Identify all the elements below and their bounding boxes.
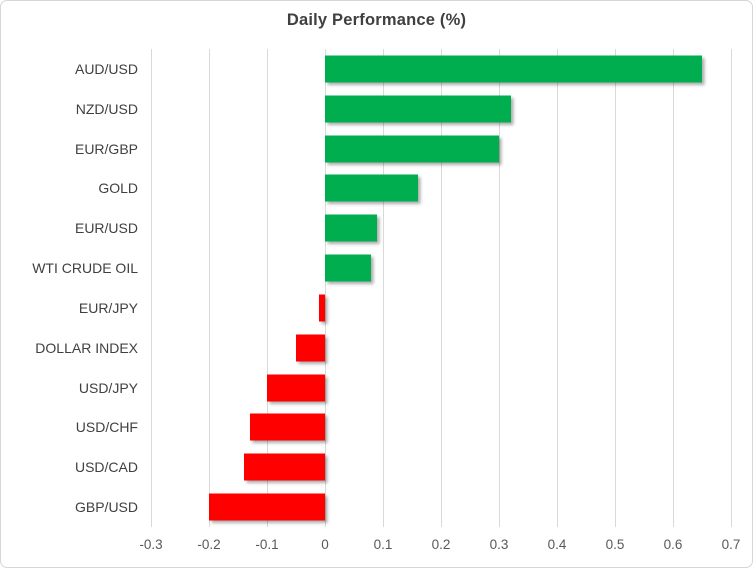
x-tick-label: 0.5 xyxy=(605,537,625,552)
x-axis-tick-labels: -0.3 -0.2 -0.1 0 0.1 0.2 0.3 0.4 0.5 0.6 0.7 xyxy=(139,535,740,557)
category-label: EUR/GBP xyxy=(74,140,138,157)
bar-area xyxy=(151,129,731,169)
bar-row: DOLLAR INDEX xyxy=(1,328,731,368)
bar-row: AUD/USD xyxy=(1,49,731,89)
bar-area xyxy=(151,368,731,408)
bar-row: EUR/JPY xyxy=(1,288,731,328)
bar xyxy=(267,374,325,402)
x-tick-label: -0.2 xyxy=(197,537,221,552)
bar-row: USD/CHF xyxy=(1,407,731,447)
bar-row: GOLD xyxy=(1,168,731,208)
gridline-layer xyxy=(151,49,732,527)
gridline xyxy=(615,49,616,527)
bar xyxy=(325,95,511,123)
x-tick-label: -0.1 xyxy=(255,537,279,552)
bar-area xyxy=(151,407,731,447)
category-label: DOLLAR INDEX xyxy=(35,339,138,356)
bar xyxy=(296,334,325,362)
category-label: USD/JPY xyxy=(78,379,138,396)
x-tick-label: 0.2 xyxy=(431,537,451,552)
gridline xyxy=(209,49,210,527)
bar-area xyxy=(151,447,731,487)
bar-area xyxy=(151,89,731,129)
bar-row: WTI CRUDE OIL xyxy=(1,248,731,288)
gridline xyxy=(267,49,268,527)
gridline xyxy=(325,49,326,527)
bar-area xyxy=(151,168,731,208)
bar xyxy=(325,135,499,163)
gridline xyxy=(731,49,732,527)
category-label: EUR/JPY xyxy=(78,299,138,316)
gridline xyxy=(441,49,442,527)
bar xyxy=(325,254,372,282)
category-label: EUR/USD xyxy=(74,220,138,237)
bar-area xyxy=(151,248,731,288)
category-label: USD/CHF xyxy=(75,419,138,436)
gridline xyxy=(383,49,384,527)
bar-area xyxy=(151,208,731,248)
category-label: NZD/USD xyxy=(75,100,138,117)
bar-area xyxy=(151,49,731,89)
x-tick-label: 0.4 xyxy=(547,537,567,552)
gridline xyxy=(673,49,674,527)
bar-row: EUR/USD xyxy=(1,208,731,248)
bar xyxy=(319,294,325,322)
x-tick-label: 0 xyxy=(321,537,329,552)
bar-area xyxy=(151,328,731,368)
bar xyxy=(243,453,325,481)
category-label: GOLD xyxy=(98,180,138,197)
chart-title: Daily Performance (%) xyxy=(286,11,467,29)
gridline xyxy=(151,49,152,527)
bar xyxy=(325,214,378,242)
bar-row: USD/JPY xyxy=(1,368,731,408)
bar-row: EUR/GBP xyxy=(1,129,731,169)
bar xyxy=(249,413,325,441)
gridline xyxy=(499,49,500,527)
bar-area xyxy=(151,487,731,527)
category-label: AUD/USD xyxy=(74,60,138,77)
category-label: USD/CAD xyxy=(74,459,138,476)
gridline xyxy=(557,49,558,527)
bar xyxy=(325,174,418,202)
bar xyxy=(209,493,325,521)
bar-rows-layer: AUD/USD NZD/USD EUR/GBP GOLD EUR/USD WTI CRUD… xyxy=(1,49,731,527)
x-tick-label: 0.1 xyxy=(373,537,393,552)
bar-row: GBP/USD xyxy=(1,487,731,527)
x-tick-label: -0.3 xyxy=(139,537,163,552)
bar-row: USD/CAD xyxy=(1,447,731,487)
bar-row: NZD/USD xyxy=(1,89,731,129)
x-tick-label: 0.3 xyxy=(489,537,509,552)
category-label: GBP/USD xyxy=(74,499,138,516)
x-tick-label: 0.6 xyxy=(663,537,683,552)
bar-area xyxy=(151,288,731,328)
x-tick-label: 0.7 xyxy=(721,537,741,552)
category-label: WTI CRUDE OIL xyxy=(32,260,138,277)
bar xyxy=(325,55,702,83)
